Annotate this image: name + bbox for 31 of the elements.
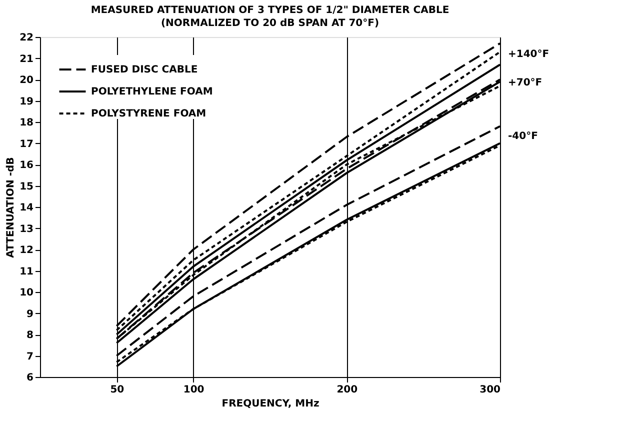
y-tick-label: 17: [20, 138, 34, 150]
chart-title: MEASURED ATTENUATION OF 3 TYPES OF 1/2" DIAMETER CABLE: [90, 5, 450, 16]
x-tick-label: 50: [110, 384, 124, 396]
legend-label: POLYSTYRENE FOAM: [91, 108, 206, 120]
y-tick-label: 20: [20, 75, 34, 86]
text: +140°F: [508, 49, 550, 60]
legend-label: FUSED DISC CABLE: [91, 64, 198, 76]
y-tick-label: 7: [26, 351, 34, 362]
y-tick-label: 10: [20, 288, 34, 298]
y-tick-label: 16: [20, 160, 34, 171]
y-tick-label: 8: [26, 330, 34, 341]
chart-subtitle: (NORMALIZED TO 20 dB SPAN AT 70°F): [160, 18, 380, 29]
y-tick-label: 14: [20, 202, 34, 214]
text: -40°F: [508, 130, 538, 142]
y-tick-label: 13: [20, 224, 34, 235]
y-tick-label: 12: [20, 245, 34, 256]
x-tick-label: 100: [183, 384, 204, 396]
y-tick-label: 22: [20, 32, 34, 44]
y-tick-label: 21: [20, 54, 34, 65]
y-tick-label: 6: [26, 372, 34, 384]
y-axis-title: ATTENUATION -dB: [6, 157, 17, 258]
x-axis-title: FREQUENCY, MHz: [222, 398, 320, 410]
x-tick-label: 200: [336, 384, 358, 396]
x-tick-label: 300: [480, 384, 501, 396]
text: +70°F: [508, 78, 542, 89]
y-tick-label: 15: [20, 181, 34, 192]
y-tick-label: 19: [20, 96, 34, 108]
y-tick-label: 9: [26, 308, 34, 320]
y-tick-label: 18: [20, 118, 34, 128]
y-tick-label: 11: [20, 266, 34, 278]
legend-label: POLYETHYLENE FOAM: [91, 86, 213, 98]
